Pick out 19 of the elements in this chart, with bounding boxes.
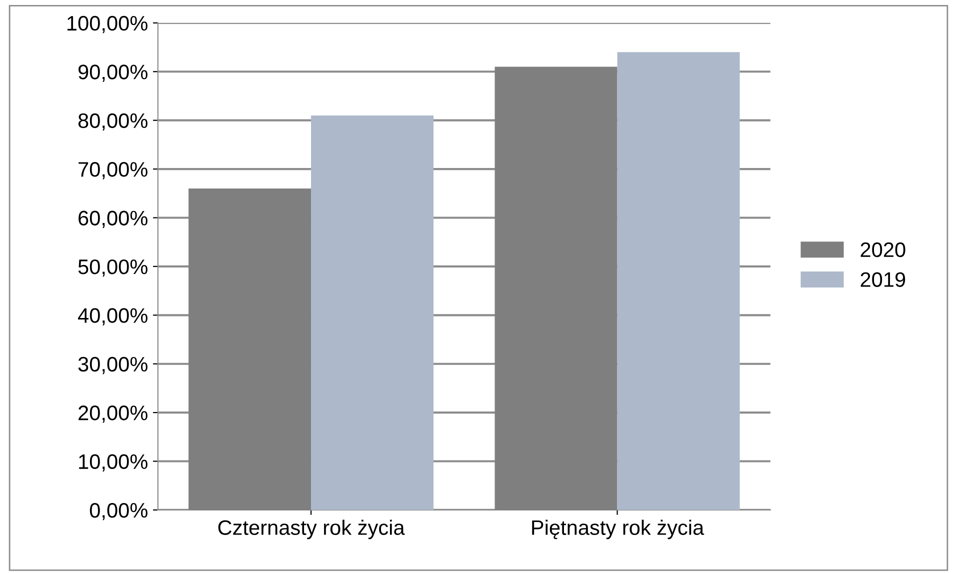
- bar: [188, 188, 312, 510]
- y-tick-label: 10,00%: [79, 454, 148, 472]
- bar: [494, 66, 618, 510]
- y-tick-label: 50,00%: [78, 259, 148, 277]
- legend-label: 2020: [860, 242, 906, 258]
- y-tick-label: 100,00%: [68, 16, 148, 34]
- bar: [617, 52, 740, 510]
- y-tick-label: 90,00%: [78, 64, 148, 82]
- y-tick-label: 60,00%: [78, 210, 148, 228]
- y-tick-label: 70,00%: [78, 162, 148, 180]
- x-tick-label: Czternasty rok życia: [218, 520, 405, 540]
- y-tick-label: 20,00%: [78, 406, 148, 423]
- y-tick-label: 80,00%: [78, 113, 148, 131]
- y-tick-label: 40,00%: [78, 308, 148, 326]
- bar: [311, 115, 434, 510]
- x-tick-label: Piętnasty rok życia: [532, 520, 704, 540]
- y-tick-label: 0,00%: [90, 502, 148, 520]
- y-tick-label: 30,00%: [78, 356, 148, 374]
- legend-label: 2019: [860, 272, 906, 287]
